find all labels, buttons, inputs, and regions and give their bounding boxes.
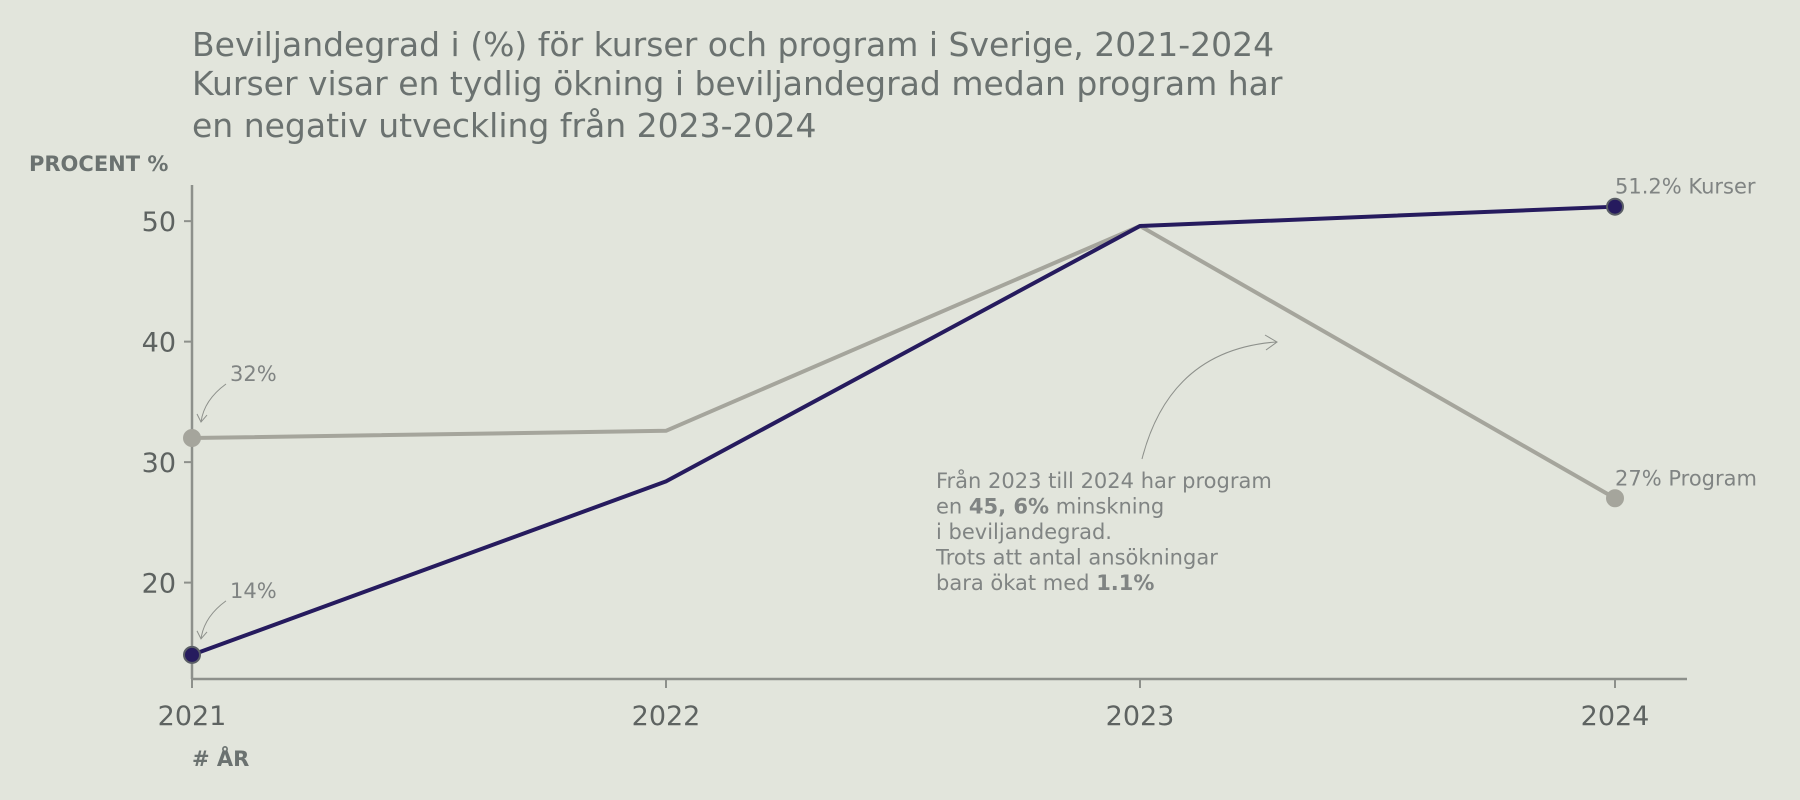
x-tick-label: 2023	[1106, 701, 1175, 732]
x-tick-label: 2022	[632, 701, 701, 732]
chart-title-line-2: Kurser visar en tydlig ökning i beviljan…	[192, 64, 1283, 103]
annotation-arrow	[1141, 341, 1277, 460]
annotation-line: i beviljandegrad.	[936, 520, 1112, 544]
x-axis-label: # ÅR	[192, 746, 249, 771]
start-label-program: 32%	[230, 362, 277, 386]
start-label-arrowhead-kurser	[196, 630, 208, 640]
end-label-kurser: 51.2% Kurser	[1615, 175, 1756, 199]
y-tick-label: 20	[142, 569, 176, 600]
annotation-segment: Från 2023 till 2024 har program	[936, 468, 1272, 493]
start-label-kurser: 14%	[230, 579, 277, 603]
annotation-segment: en	[936, 495, 969, 519]
annotation-line: Från 2023 till 2024 har program	[936, 468, 1272, 493]
series-kurser: 51.2% Kurser 14%	[183, 175, 1756, 664]
start-label-arrow-program	[200, 383, 227, 423]
y-axis-label: PROCENT %	[29, 152, 168, 176]
annotation-bold-segment: 45, 6%	[969, 495, 1049, 519]
series-line-kurser	[191, 204, 1616, 657]
series-program: 27% Program 32%	[183, 223, 1757, 508]
x-tick-label: 2021	[158, 701, 227, 732]
y-tick-label: 50	[142, 207, 176, 238]
y-tick-label: 30	[142, 448, 176, 479]
point-marker-kurser	[183, 645, 201, 664]
annotation-segment: Trots att antal ansökningar	[935, 546, 1218, 570]
point-marker-program	[183, 429, 201, 448]
annotation-arrowhead	[1264, 334, 1278, 351]
annotation-line: bara ökat med 1.1%	[936, 571, 1154, 595]
end-label-program: 27% Program	[1615, 466, 1757, 490]
series-line-program	[191, 223, 1616, 501]
annotation-line: Trots att antal ansökningar	[935, 546, 1218, 570]
start-label-arrow-kurser	[200, 600, 227, 639]
start-label-arrowhead-program	[196, 413, 208, 423]
y-tick-label: 40	[142, 328, 176, 359]
annotation-line: en 45, 6% minskning	[936, 495, 1164, 519]
chart-title-line-3: en negativ utveckling från 2023-2024	[192, 106, 817, 145]
point-marker-program	[1606, 489, 1624, 508]
chart-title: Beviljandegrad i (%) för kurser och prog…	[192, 25, 1283, 145]
annotation-bold-segment: 1.1%	[1096, 571, 1154, 595]
series-layer: 27% Program 32% 51.2% Kurser 14%	[183, 175, 1757, 664]
annotation-segment: i beviljandegrad.	[936, 520, 1112, 544]
x-tick-label: 2024	[1581, 701, 1650, 732]
chart-title-line-1: Beviljandegrad i (%) för kurser och prog…	[192, 25, 1274, 64]
annotation-segment: bara ökat med	[936, 571, 1096, 595]
annotation-segment: minskning	[1049, 495, 1164, 519]
point-marker-kurser	[1606, 197, 1624, 216]
